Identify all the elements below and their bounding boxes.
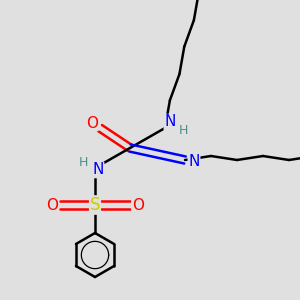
Text: S: S	[90, 196, 100, 214]
Text: H: H	[78, 155, 88, 169]
Text: O: O	[46, 197, 58, 212]
Text: N: N	[164, 115, 176, 130]
Text: O: O	[132, 197, 144, 212]
Text: N: N	[188, 154, 200, 169]
Text: N: N	[92, 163, 104, 178]
Text: H: H	[178, 124, 188, 137]
Text: O: O	[86, 116, 98, 130]
